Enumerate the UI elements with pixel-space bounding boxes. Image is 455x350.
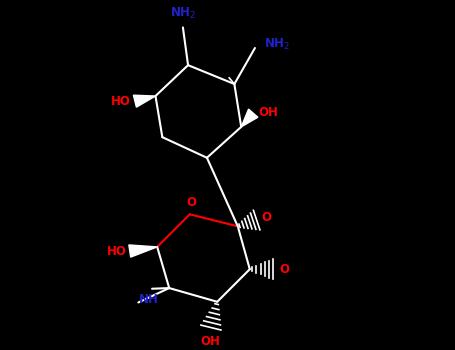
- Text: OH: OH: [200, 335, 220, 348]
- Text: O: O: [262, 211, 272, 224]
- Polygon shape: [129, 245, 157, 257]
- Text: OH: OH: [258, 106, 278, 119]
- Text: O: O: [279, 263, 289, 276]
- Text: NH: NH: [139, 293, 158, 306]
- Text: HO: HO: [106, 245, 126, 258]
- Polygon shape: [241, 109, 258, 127]
- Text: HO: HO: [111, 94, 131, 108]
- Polygon shape: [133, 95, 156, 107]
- Text: O: O: [187, 196, 197, 209]
- Text: NH$_2$: NH$_2$: [263, 37, 289, 52]
- Text: NH$_2$: NH$_2$: [170, 6, 196, 21]
